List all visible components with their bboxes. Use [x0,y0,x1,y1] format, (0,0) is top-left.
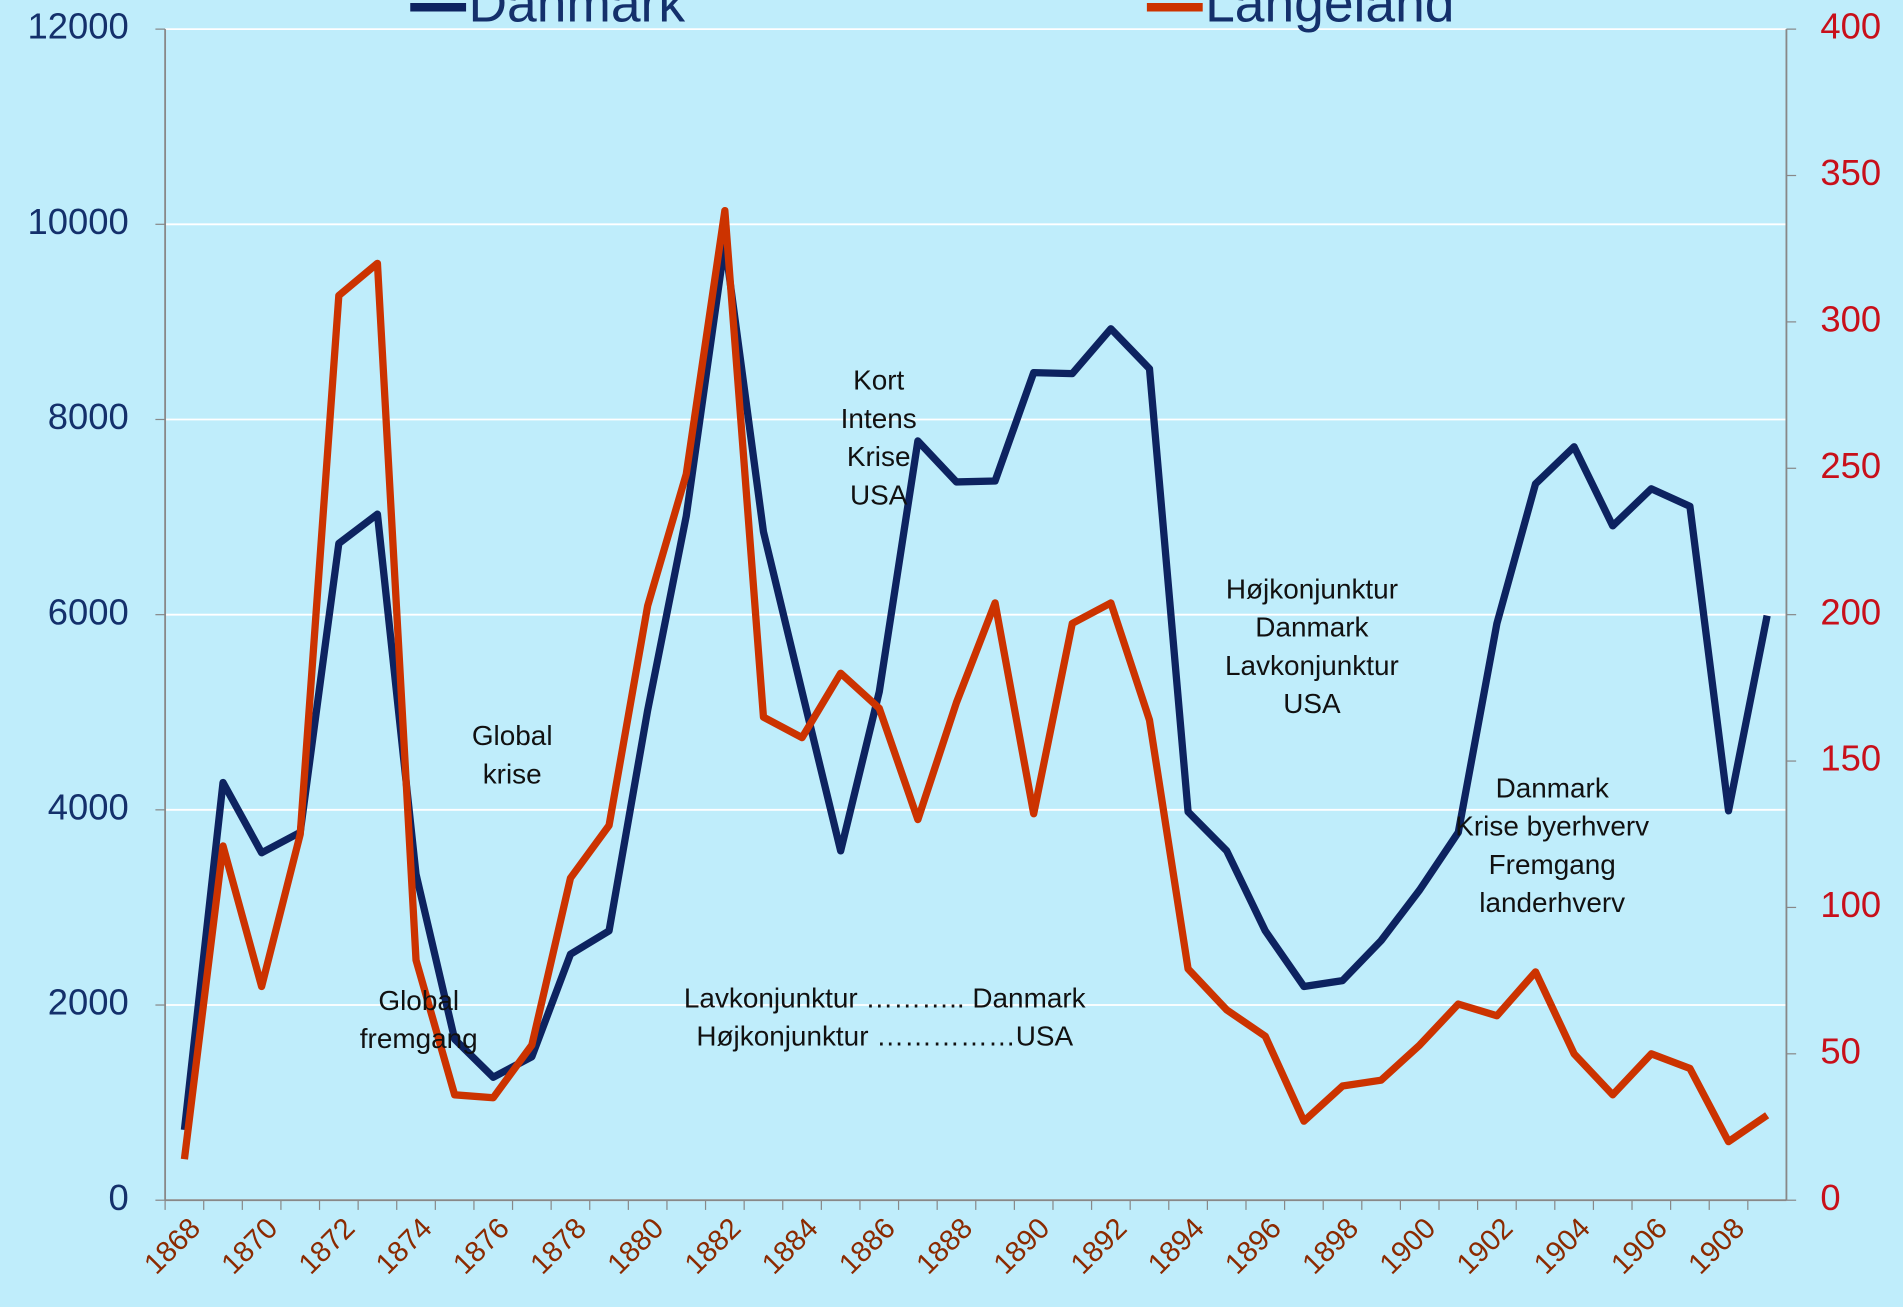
y-tick-label: 10000 [28,201,129,242]
annotation: USA [1283,688,1341,719]
annotation: Intens [841,403,917,434]
legend-label: Langeland [1205,0,1454,33]
annotation: Lavkonjunktur [1225,650,1399,681]
annotation: Danmark [1255,612,1368,643]
y-tick-label: 8000 [48,396,129,437]
y2-tick-label: 50 [1820,1030,1860,1071]
series-line [180,207,1770,1160]
annotation: Global [378,985,459,1016]
y2-tick-label: 0 [1820,1177,1840,1218]
y-tick-label: 12000 [28,6,129,47]
y-tick-label: 4000 [48,786,129,827]
y2-tick-label: 100 [1820,884,1881,925]
annotation: Danmark [1496,772,1609,803]
y2-tick-label: 200 [1820,591,1881,632]
annotation: Krise [847,441,911,472]
annotation: Højkonjunktur [1226,573,1398,604]
y2-tick-label: 250 [1820,445,1881,486]
series-line [180,239,1771,1131]
annotation: Fremgang [1489,849,1616,880]
y2-tick-label: 300 [1820,299,1881,340]
annotation: USA [850,479,908,510]
annotation: Kort [853,365,904,396]
y2-tick-label: 350 [1820,152,1881,193]
y2-tick-label: 400 [1820,6,1881,47]
annotation: Krise byerhverv [1455,811,1649,842]
annotation: landerhverv [1479,887,1625,918]
annotation: fremgang [360,1023,478,1054]
annotation: Global [472,720,553,751]
annotation: krise [483,758,542,789]
annotation: Højkonjunktur ……………USA [696,1021,1073,1052]
annotation: Lavkonjunktur ……….. Danmark [684,982,1086,1013]
y2-tick-label: 150 [1820,738,1881,779]
y-tick-label: 6000 [48,591,129,632]
y-tick-label: 0 [108,1177,128,1218]
y-tick-label: 2000 [48,982,129,1023]
legend-label: Danmark [469,0,686,33]
